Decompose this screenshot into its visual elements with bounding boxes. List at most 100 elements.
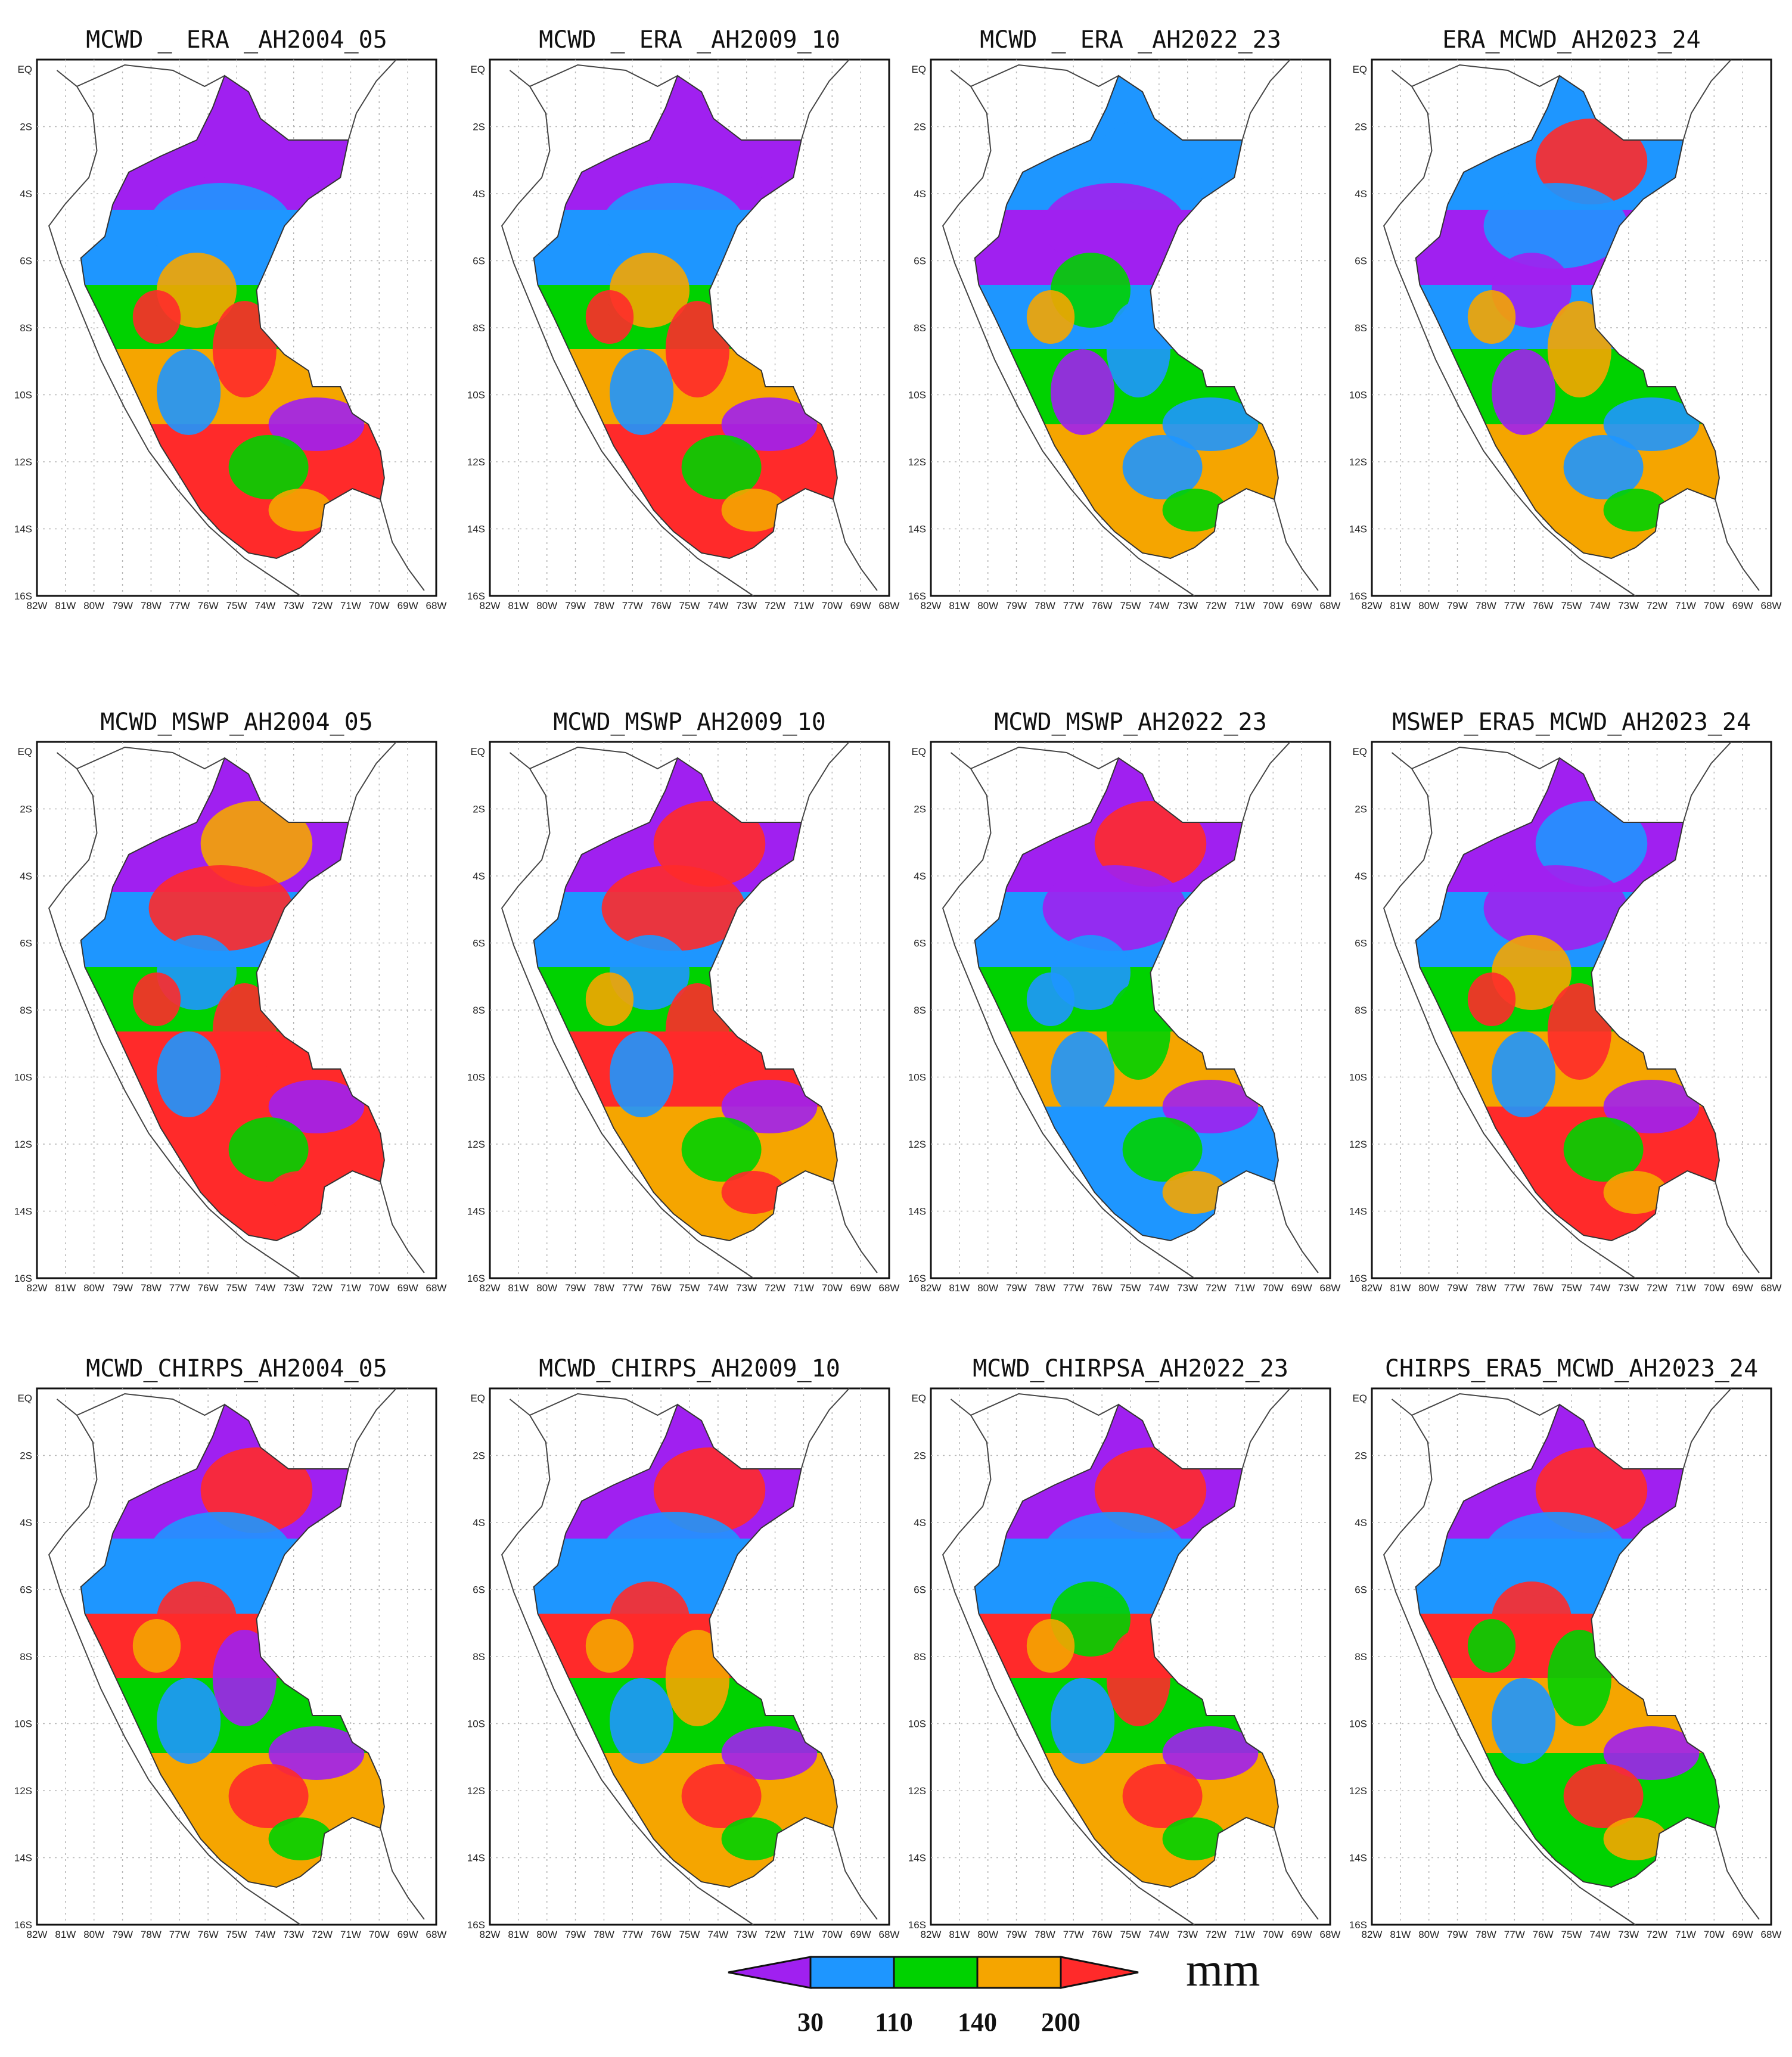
country-borders (942, 741, 1319, 1279)
lat-tick-label: 2S (1355, 1450, 1367, 1462)
lon-tick-label: 70W (822, 1929, 843, 1940)
lon-tick-label: 80W (977, 600, 998, 611)
colorbar-unit: mm (1186, 1944, 1260, 1996)
lat-tick-label: 8S (473, 1651, 485, 1663)
lat-tick-label: 2S (20, 1450, 32, 1462)
map-panel-chirps-2023: CHIRPS_ERA5_MCWD_AH2023_24 EQ 2S 4S 6S 8S 10S 1… (1349, 1355, 1782, 1940)
lon-tick-label: 68W (426, 1282, 447, 1294)
lon-tick-label: 73W (1177, 1282, 1198, 1294)
lat-tick-label: 16S (467, 591, 485, 602)
lon-tick-label: 75W (1561, 600, 1582, 611)
country-borders (501, 741, 878, 1279)
lat-tick-label: 4S (1355, 188, 1367, 200)
lon-tick-label: 76W (651, 1282, 672, 1294)
lat-tick-label: 6S (1355, 256, 1367, 267)
lon-tick-label: 77W (1063, 1282, 1084, 1294)
lon-tick-label: 71W (1675, 1282, 1696, 1294)
lat-tick-label: 6S (20, 938, 32, 949)
lat-tick-label: 12S (1349, 1139, 1367, 1150)
lat-tick-label: 2S (1355, 804, 1367, 815)
lon-tick-label: 74W (1148, 1282, 1169, 1294)
lon-tick-label: 81W (949, 600, 970, 611)
lon-tick-label: 68W (1761, 600, 1782, 611)
colorbar-label-30: 30 (797, 2008, 824, 2037)
country-borders (48, 1388, 425, 1925)
lat-tick-label: EQ (17, 1393, 32, 1404)
lon-tick-label: 76W (651, 1929, 672, 1940)
lon-tick-label: 72W (765, 600, 785, 611)
lon-tick-label: 71W (1234, 1929, 1255, 1940)
map-panel-mswp-2004: MCWD_MSWP_AH2004_05 EQ 2S 4S 6S 8S 10S 12S 14S 16… (14, 709, 447, 1294)
lon-tick-label: 79W (565, 1282, 586, 1294)
lat-tick-label: 4S (20, 188, 32, 200)
lon-tick-label: 78W (594, 600, 614, 611)
map-panel-chirps-2004: MCWD_CHIRPS_AH2004_05 EQ 2S 4S 6S 8S 10S 12S 14S… (14, 1355, 447, 1940)
lon-tick-label: 79W (1447, 1929, 1468, 1940)
lon-tick-label: 82W (27, 1282, 48, 1294)
panel-title: MCWD_MSWP_AH2004_05 (100, 709, 373, 736)
lon-tick-label: 80W (536, 1282, 557, 1294)
lon-tick-label: 69W (850, 1929, 871, 1940)
lat-tick-label: 16S (467, 1919, 485, 1931)
lon-tick-label: 75W (1120, 600, 1141, 611)
lat-tick-label: 12S (14, 1785, 32, 1797)
lat-tick-label: 6S (473, 256, 485, 267)
lon-tick-label: 77W (622, 1929, 643, 1940)
lat-tick-label: 14S (1349, 1853, 1367, 1864)
lon-tick-label: 69W (1291, 600, 1312, 611)
lon-tick-label: 69W (1732, 600, 1753, 611)
map-panel-era-2009: MCWD _ ERA _AH2009_10 EQ 2S 4S 6S 8S 10S 12S 14S… (467, 26, 900, 611)
lon-tick-label: 73W (1618, 1929, 1639, 1940)
lon-tick-label: 72W (312, 1282, 333, 1294)
colorbar: 30 110 140 200 mm (728, 1944, 1260, 2037)
lon-tick-label: 81W (508, 1282, 529, 1294)
lat-tick-label: 8S (20, 1651, 32, 1663)
lat-tick-label: 2S (914, 804, 926, 815)
lat-tick-label: 16S (14, 591, 32, 602)
lon-tick-label: 78W (141, 600, 162, 611)
country-borders (1383, 59, 1760, 596)
lon-tick-label: 68W (1761, 1282, 1782, 1294)
lon-tick-label: 71W (793, 600, 814, 611)
colorbar-left-triangle (728, 1956, 812, 1989)
lat-tick-label: 10S (908, 1072, 926, 1083)
lat-tick-label: 2S (914, 122, 926, 133)
lat-tick-label: EQ (911, 1393, 926, 1404)
lon-tick-label: 82W (1362, 600, 1383, 611)
lon-tick-label: 70W (1263, 600, 1284, 611)
lon-tick-label: 79W (112, 1282, 133, 1294)
lon-tick-label: 77W (1504, 1282, 1525, 1294)
lon-tick-label: 69W (850, 600, 871, 611)
lon-tick-label: 73W (1177, 1929, 1198, 1940)
lat-tick-label: 8S (473, 322, 485, 334)
lon-tick-label: 77W (622, 600, 643, 611)
lon-tick-label: 74W (1148, 1929, 1169, 1940)
lon-tick-label: 76W (1533, 1282, 1554, 1294)
map-panel-mswp-2022: MCWD_MSWP_AH2022_23 EQ 2S 4S 6S 8S 10S 12S 14S 16… (908, 709, 1341, 1294)
lat-tick-label: 10S (908, 390, 926, 401)
lat-tick-label: 6S (1355, 938, 1367, 949)
lon-tick-label: 81W (508, 600, 529, 611)
lat-tick-label: 8S (1355, 322, 1367, 334)
lon-tick-label: 76W (1092, 1282, 1113, 1294)
lon-tick-label: 73W (1177, 600, 1198, 611)
lon-tick-label: 72W (1206, 1282, 1226, 1294)
panel-title: MSWEP_ERA5_MCWD_AH2023_24 (1392, 709, 1751, 736)
map-panel-chirpsa-2022: MCWD_CHIRPSA_AH2022_23 EQ 2S 4S 6S 8S 10S 12S 14… (908, 1355, 1341, 1940)
lat-tick-label: 10S (14, 1719, 32, 1730)
lon-tick-label: 74W (254, 1929, 275, 1940)
country-borders (942, 59, 1319, 596)
lon-tick-label: 79W (565, 1929, 586, 1940)
lat-tick-label: 8S (914, 1651, 926, 1663)
lat-tick-label: 4S (473, 1517, 485, 1528)
lon-tick-label: 82W (921, 600, 942, 611)
lon-tick-label: 77W (1504, 600, 1525, 611)
lon-tick-label: 72W (1647, 1929, 1667, 1940)
panel-title: MCWD_MSWP_AH2022_23 (994, 709, 1267, 736)
lon-tick-label: 70W (369, 1282, 390, 1294)
lat-tick-label: EQ (470, 746, 485, 757)
lon-tick-label: 76W (198, 1282, 219, 1294)
lat-tick-label: 16S (908, 591, 926, 602)
country-borders (942, 1388, 1319, 1925)
lat-tick-label: 4S (473, 871, 485, 882)
